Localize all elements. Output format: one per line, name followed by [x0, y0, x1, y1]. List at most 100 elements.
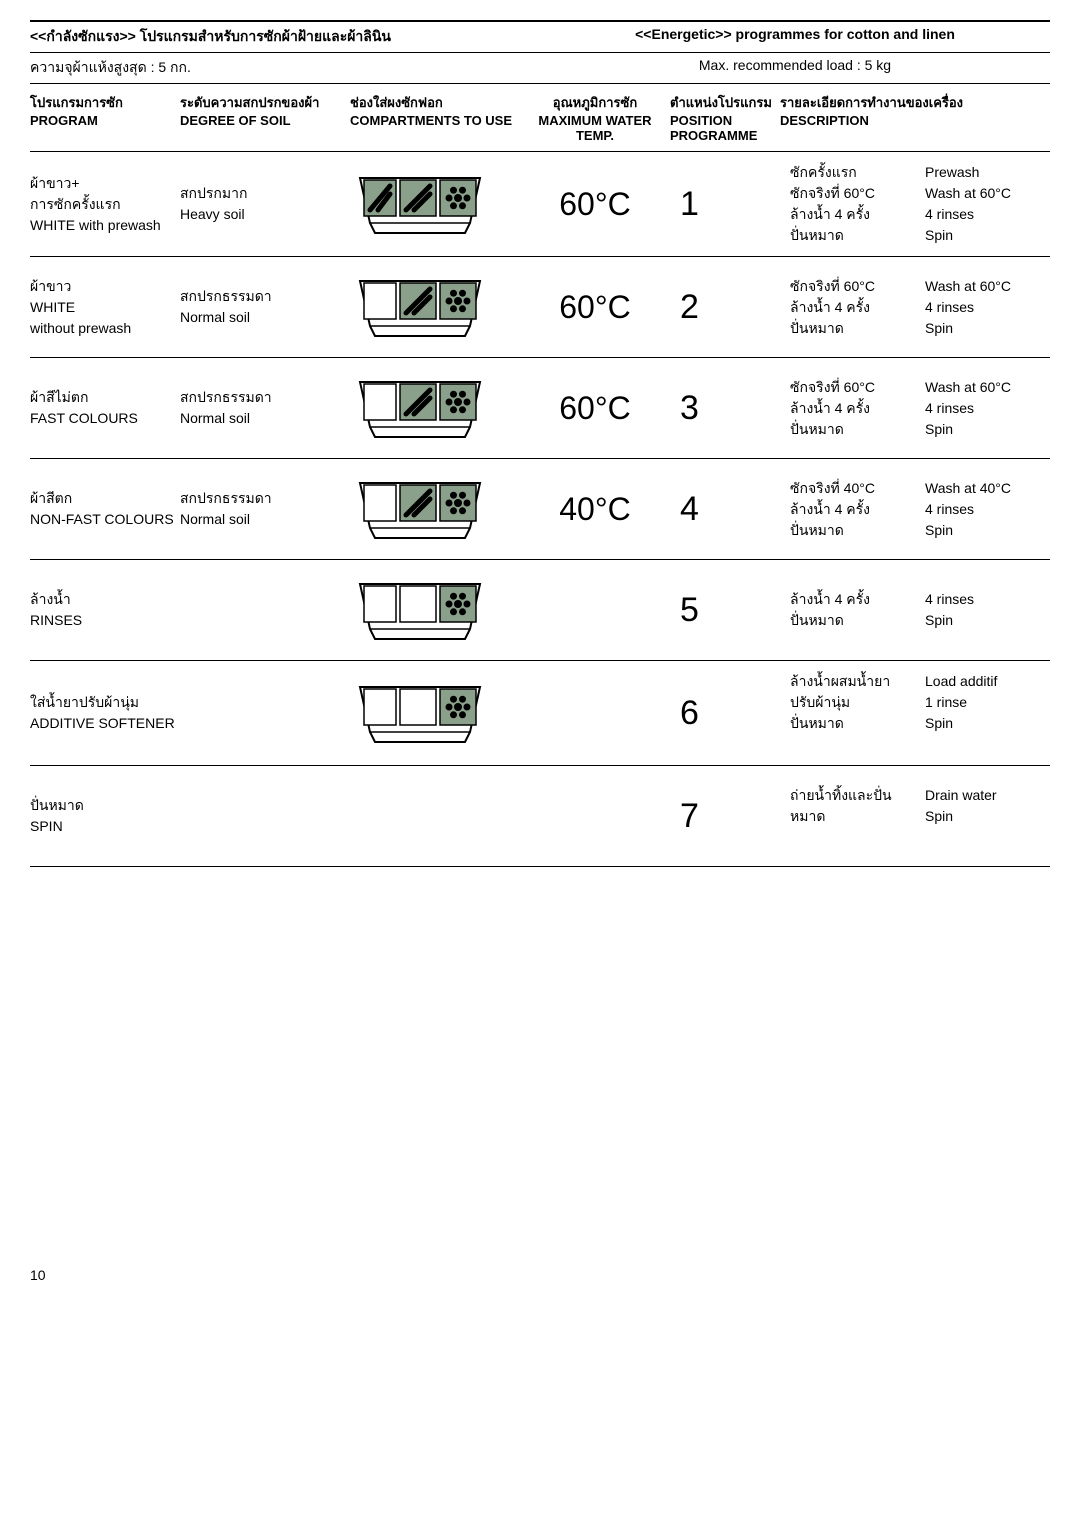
- program-en: WHITE with prewash: [30, 215, 180, 236]
- col-comp-en: COMPARTMENTS TO USE: [350, 113, 520, 128]
- soil-en: Heavy soil: [180, 204, 350, 225]
- soil-cell: สกปรกธรรมดาNormal soil: [180, 387, 350, 429]
- col-desc-en: DESCRIPTION: [780, 113, 1050, 128]
- soil-th: สกปรกธรรมดา: [180, 387, 350, 408]
- soil-en: Normal soil: [180, 509, 350, 530]
- compartments-cell: [350, 372, 520, 445]
- compartments-cell: [350, 574, 520, 647]
- col-program-en: PROGRAM: [30, 113, 180, 128]
- table-row: ปั่นหมาดSPIN 7ถ่ายน้ำทิ้งและปั่นหมาดDrain…: [30, 766, 1050, 867]
- position-cell: 1: [670, 185, 790, 224]
- program-cell: ผ้าขาว+การซักครั้งแรกWHITE with prewash: [30, 173, 180, 236]
- position-cell: 3: [670, 389, 790, 428]
- program-th: ล้างน้ำ: [30, 589, 350, 610]
- compartments-cell: [350, 168, 520, 241]
- program-en: NON-FAST COLOURS: [30, 509, 180, 530]
- soil-en: Normal soil: [180, 307, 350, 328]
- position-cell: 6: [670, 694, 790, 733]
- desc-en: Wash at 60°C4 rinsesSpin: [925, 276, 1050, 339]
- program-cell: ปั่นหมาดSPIN: [30, 795, 350, 837]
- table-row: ผ้าสีไม่ตกFAST COLOURSสกปรกธรรมดาNormal …: [30, 358, 1050, 459]
- description-cell: ล้างน้ำผสมน้ำยาปรับผ้านุ่มปั่นหมาดLoad a…: [790, 671, 1050, 755]
- col-temp-en: MAXIMUM WATER TEMP.: [520, 113, 670, 143]
- program-cell: ผ้าสีไม่ตกFAST COLOURS: [30, 387, 180, 429]
- program-cell: ล้างน้ำRINSES: [30, 589, 350, 631]
- description-cell: ซักจริงที่ 40°Cล้างน้ำ 4 ครั้งปั่นหมาดWa…: [790, 478, 1050, 541]
- desc-en: Load additif1 rinseSpin: [925, 671, 1050, 755]
- table-row: ผ้าขาวWHITEwithout prewashสกปรกธรรมดาNor…: [30, 257, 1050, 358]
- max-load-en: Max. recommended load : 5 kg: [540, 57, 1050, 79]
- col-soil-en: DEGREE OF SOIL: [180, 113, 350, 128]
- col-desc-th: รายละเอียดการทำงานของเครื่อง: [780, 92, 1050, 113]
- soil-th: สกปรกธรรมดา: [180, 488, 350, 509]
- temp-cell: 40°C: [520, 491, 670, 528]
- desc-th: ซักจริงที่ 40°Cล้างน้ำ 4 ครั้งปั่นหมาด: [790, 478, 915, 541]
- position-cell: 5: [670, 591, 790, 630]
- program-en: SPIN: [30, 816, 350, 837]
- description-cell: ซักจริงที่ 60°Cล้างน้ำ 4 ครั้งปั่นหมาดWa…: [790, 377, 1050, 440]
- col-pos-en: POSITION PROGRAMME: [670, 113, 780, 143]
- column-headers: โปรแกรมการซัก PROGRAM ระดับความสกปรกของผ…: [30, 84, 1050, 152]
- program-th: ผ้าขาว+การซักครั้งแรก: [30, 173, 180, 215]
- position-cell: 7: [670, 797, 790, 836]
- description-cell: ล้างน้ำ 4 ครั้งปั่นหมาด4 rinsesSpin: [790, 589, 1050, 631]
- position-cell: 4: [670, 490, 790, 529]
- program-th: ใส่น้ำยาปรับผ้านุ่ม: [30, 692, 350, 713]
- col-program-th: โปรแกรมการซัก: [30, 92, 180, 113]
- desc-th: ถ่ายน้ำทิ้งและปั่นหมาด: [790, 785, 915, 848]
- program-th: ปั่นหมาด: [30, 795, 350, 816]
- rows-container: ผ้าขาว+การซักครั้งแรกWHITE with prewashส…: [30, 152, 1050, 867]
- description-cell: ซักครั้งแรกซักจริงที่ 60°Cล้างน้ำ 4 ครั้…: [790, 162, 1050, 246]
- compartment-icon: [350, 473, 490, 543]
- table-row: ใส่น้ำยาปรับผ้านุ่มADDITIVE SOFTENER 6ล้า…: [30, 661, 1050, 766]
- desc-en: 4 rinsesSpin: [925, 589, 1050, 631]
- temp-cell: 60°C: [520, 186, 670, 223]
- col-comp-th: ช่องใส่ผงซักฟอก: [350, 92, 520, 113]
- desc-en: Drain waterSpin: [925, 785, 1050, 848]
- desc-th: ล้างน้ำผสมน้ำยาปรับผ้านุ่มปั่นหมาด: [790, 671, 915, 755]
- compartments-cell: [350, 271, 520, 344]
- desc-en: Wash at 60°C4 rinsesSpin: [925, 377, 1050, 440]
- program-cell: ผ้าสีตกNON-FAST COLOURS: [30, 488, 180, 530]
- compartments-cell: [350, 473, 520, 546]
- table-row: ผ้าขาว+การซักครั้งแรกWHITE with prewashส…: [30, 152, 1050, 257]
- temp-cell: 60°C: [520, 390, 670, 427]
- program-en: ADDITIVE SOFTENER: [30, 713, 350, 734]
- compartments-cell: [350, 677, 520, 750]
- compartment-icon: [350, 271, 490, 341]
- compartment-icon: [350, 574, 490, 644]
- page-number: 10: [30, 1267, 1050, 1283]
- description-cell: ถ่ายน้ำทิ้งและปั่นหมาดDrain waterSpin: [790, 785, 1050, 848]
- col-pos-th: ตำแหน่งโปรแกรม: [670, 92, 780, 113]
- subheader-row: ความจุผ้าแห้งสูงสุด : 5 กก. Max. recomme…: [30, 53, 1050, 84]
- program-en: WHITEwithout prewash: [30, 297, 180, 339]
- soil-cell: สกปรกธรรมดาNormal soil: [180, 286, 350, 328]
- compartment-icon: [350, 677, 490, 747]
- soil-cell: สกปรกธรรมดาNormal soil: [180, 488, 350, 530]
- compartment-icon: [350, 168, 490, 238]
- soil-cell: สกปรกมากHeavy soil: [180, 183, 350, 225]
- desc-th: ซักจริงที่ 60°Cล้างน้ำ 4 ครั้งปั่นหมาด: [790, 377, 915, 440]
- description-cell: ซักจริงที่ 60°Cล้างน้ำ 4 ครั้งปั่นหมาดWa…: [790, 276, 1050, 339]
- program-cell: ผ้าขาวWHITEwithout prewash: [30, 276, 180, 339]
- header-row: <<กำลังซักแรง>> โปรแกรมสำหรับการซักผ้าฝ้…: [30, 20, 1050, 53]
- table-row: ล้างน้ำRINSES 5ล้างน้ำ 4 ครั้งปั่นหมาด4 r…: [30, 560, 1050, 661]
- position-cell: 2: [670, 288, 790, 327]
- desc-th: ซักจริงที่ 60°Cล้างน้ำ 4 ครั้งปั่นหมาด: [790, 276, 915, 339]
- header-right: <<Energetic>> programmes for cotton and …: [540, 26, 1050, 48]
- soil-th: สกปรกธรรมดา: [180, 286, 350, 307]
- col-temp-th: อุณหภูมิการซัก: [520, 92, 670, 113]
- soil-en: Normal soil: [180, 408, 350, 429]
- program-cell: ใส่น้ำยาปรับผ้านุ่มADDITIVE SOFTENER: [30, 692, 350, 734]
- header-left: <<กำลังซักแรง>> โปรแกรมสำหรับการซักผ้าฝ้…: [30, 26, 540, 48]
- max-load-th: ความจุผ้าแห้งสูงสุด : 5 กก.: [30, 57, 540, 79]
- program-th: ผ้าสีไม่ตก: [30, 387, 180, 408]
- desc-en: Wash at 40°C4 rinsesSpin: [925, 478, 1050, 541]
- desc-th: ซักครั้งแรกซักจริงที่ 60°Cล้างน้ำ 4 ครั้…: [790, 162, 915, 246]
- temp-cell: 60°C: [520, 289, 670, 326]
- program-en: RINSES: [30, 610, 350, 631]
- compartment-icon: [350, 372, 490, 442]
- col-soil-th: ระดับความสกปรกของผ้า: [180, 92, 350, 113]
- table-row: ผ้าสีตกNON-FAST COLOURSสกปรกธรรมดาNormal…: [30, 459, 1050, 560]
- soil-th: สกปรกมาก: [180, 183, 350, 204]
